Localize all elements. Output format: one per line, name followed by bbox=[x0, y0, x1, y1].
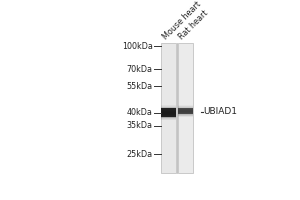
Bar bbox=[161, 115, 176, 116]
Bar bbox=[161, 105, 176, 106]
Bar bbox=[161, 109, 176, 110]
Bar bbox=[161, 113, 176, 114]
Bar bbox=[161, 117, 176, 118]
Bar bbox=[178, 108, 193, 114]
Bar bbox=[161, 108, 176, 117]
Bar bbox=[161, 43, 176, 173]
Bar bbox=[178, 115, 193, 116]
Text: 70kDa: 70kDa bbox=[127, 65, 153, 74]
Bar bbox=[161, 112, 176, 113]
Bar bbox=[178, 111, 193, 112]
Bar bbox=[161, 107, 176, 108]
Bar bbox=[161, 119, 176, 120]
Bar bbox=[161, 108, 176, 109]
Bar bbox=[178, 116, 193, 117]
Text: 35kDa: 35kDa bbox=[127, 121, 153, 130]
Bar bbox=[161, 116, 176, 117]
Bar bbox=[178, 113, 193, 114]
Bar bbox=[161, 106, 176, 107]
Text: 100kDa: 100kDa bbox=[122, 42, 153, 51]
Bar bbox=[178, 105, 193, 106]
Bar bbox=[178, 109, 193, 110]
Bar bbox=[178, 107, 193, 108]
Bar bbox=[161, 118, 176, 119]
Bar bbox=[178, 114, 193, 115]
Bar bbox=[178, 110, 193, 111]
Text: UBIAD1: UBIAD1 bbox=[204, 107, 238, 116]
Text: 55kDa: 55kDa bbox=[127, 82, 153, 91]
Bar bbox=[178, 108, 193, 109]
Text: 25kDa: 25kDa bbox=[127, 150, 153, 159]
Bar bbox=[178, 106, 193, 107]
Bar bbox=[161, 114, 176, 115]
Text: Rat heart: Rat heart bbox=[177, 9, 210, 42]
Bar bbox=[178, 112, 193, 113]
Bar bbox=[178, 43, 193, 173]
Bar bbox=[161, 111, 176, 112]
Bar bbox=[161, 110, 176, 111]
Text: Mouse heart: Mouse heart bbox=[161, 0, 203, 42]
Text: 40kDa: 40kDa bbox=[127, 108, 153, 117]
